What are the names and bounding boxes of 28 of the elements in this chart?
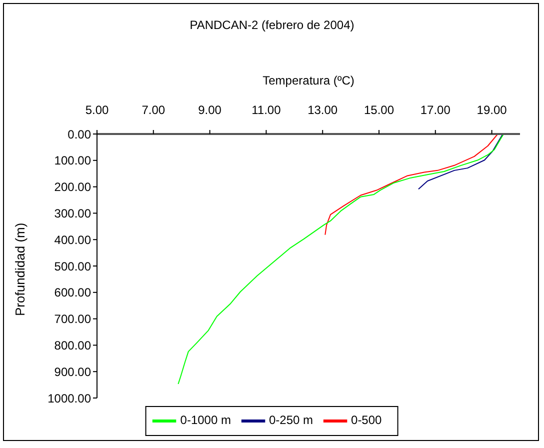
y-tick-label: 400.00: [54, 232, 92, 247]
x-tick-label: 5.00: [85, 103, 109, 117]
y-tick-label: 100.00: [54, 154, 92, 168]
y-tick-label: 600.00: [54, 286, 92, 300]
x-tick-label: 15.00: [364, 103, 394, 117]
line-series: [178, 134, 504, 385]
y-tick-label: 0.00: [68, 127, 92, 142]
x-tick-label: 19.00: [476, 103, 508, 117]
legend-label: 0-500: [351, 413, 382, 428]
y-axis-title: Profundidad (m): [12, 222, 28, 316]
y-tick-label: 200.00: [54, 180, 92, 194]
y-tick-label: 500.00: [54, 259, 92, 274]
x-tick-label: 11.00: [252, 103, 282, 117]
y-tick-label: 300.00: [54, 206, 92, 220]
y-tick-label: 800.00: [54, 338, 92, 352]
x-tick-label: 7.00: [142, 103, 166, 117]
y-tick-label: 700.00: [54, 312, 92, 326]
x-tick-label: 13.00: [308, 103, 338, 117]
legend-label: 0-250 m: [268, 413, 314, 428]
line-series: [418, 134, 504, 190]
legend-label: 0-1000 m: [180, 413, 231, 428]
x-axis-title: Temperatura (ºC): [262, 74, 354, 88]
line-series: [324, 134, 498, 236]
y-tick-label: 1000.00: [48, 391, 92, 406]
x-tick-label: 9.00: [198, 103, 222, 117]
x-tick-label: 17.00: [420, 103, 451, 117]
chart-title: PANDCAN-2 (febrero de 2004): [188, 18, 356, 32]
y-tick-label: 900.00: [54, 364, 92, 379]
